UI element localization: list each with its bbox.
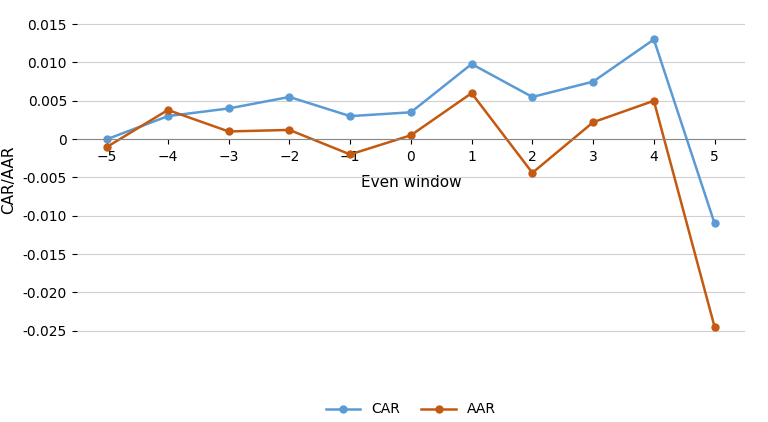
AAR <box>285 127 294 133</box>
AAR <box>164 108 173 113</box>
AAR <box>528 170 537 176</box>
CAR <box>406 110 415 115</box>
CAR <box>588 79 598 84</box>
AAR <box>588 120 598 125</box>
AAR <box>103 144 112 149</box>
Line: AAR: AAR <box>104 89 718 330</box>
CAR <box>710 221 719 226</box>
AAR <box>649 98 658 103</box>
CAR <box>285 95 294 100</box>
CAR <box>467 62 476 67</box>
AAR <box>346 152 355 157</box>
CAR <box>346 114 355 119</box>
CAR <box>103 137 112 142</box>
Line: CAR: CAR <box>104 36 718 227</box>
CAR <box>528 95 537 100</box>
AAR <box>710 325 719 330</box>
Legend: CAR, AAR: CAR, AAR <box>320 397 502 422</box>
AAR <box>406 133 415 138</box>
CAR <box>224 106 233 111</box>
CAR <box>649 37 658 42</box>
Y-axis label: CAR/AAR: CAR/AAR <box>1 145 16 214</box>
AAR <box>467 91 476 96</box>
X-axis label: Even window: Even window <box>360 175 462 189</box>
CAR <box>164 114 173 119</box>
AAR <box>224 129 233 134</box>
